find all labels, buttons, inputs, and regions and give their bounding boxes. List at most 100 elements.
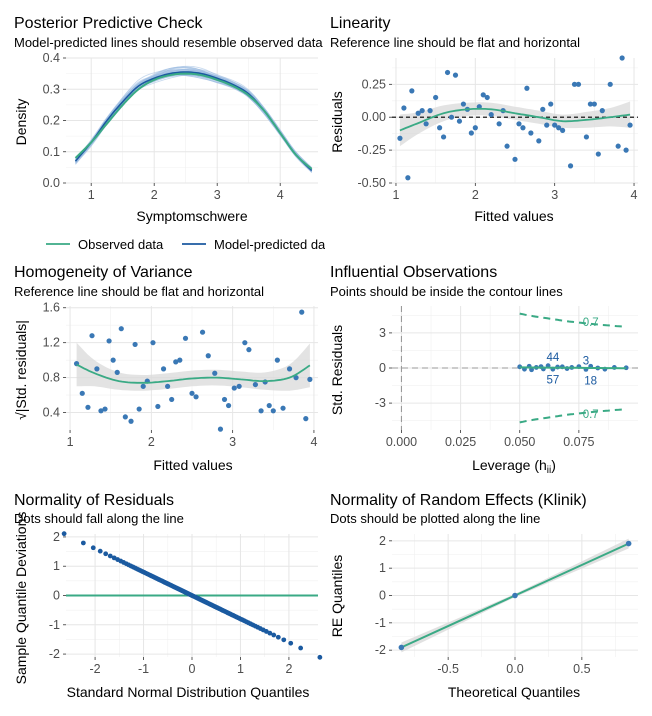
predicted-density-line [75, 71, 313, 172]
legend-label-predicted: Model-predicted data [214, 237, 337, 252]
panel-posterior-predictive-check: Posterior Predictive Check Model-predict… [13, 15, 346, 252]
y-tick-label: 3 [379, 326, 386, 340]
data-point [599, 108, 605, 114]
y-tick-label: -1 [49, 618, 60, 632]
panel-influential-observations: Influential Observations Points should b… [329, 264, 638, 476]
data-point [275, 634, 281, 640]
confidence-band [399, 101, 631, 147]
ppc-subtitle: Model-predicted lines should resemble ob… [14, 35, 346, 50]
data-point [567, 163, 574, 169]
x-tick-label: -1 [138, 662, 149, 676]
upper-contour-label: 0.7 [583, 317, 599, 329]
data-point [540, 106, 546, 112]
data-point [221, 396, 228, 403]
x-tick-label: 2 [151, 188, 158, 202]
y-tick-label: -2 [375, 643, 386, 657]
panel-linearity: Linearity Reference line should be flat … [329, 15, 638, 224]
x-tick-label: 1 [88, 188, 95, 202]
data-point [266, 402, 272, 409]
x-tick-label: 4 [310, 435, 317, 449]
y-tick-label: 0.00 [362, 110, 386, 124]
data-point [544, 122, 550, 128]
random-effects-x-label: Theoretical Quantiles [448, 684, 580, 700]
data-point [252, 381, 259, 388]
smooth-line [519, 366, 627, 370]
predicted-density-line [75, 73, 312, 172]
data-point [106, 338, 112, 344]
x-tick-label: 0.0 [506, 662, 523, 676]
data-point [258, 408, 264, 414]
x-tick-label: 2 [472, 188, 479, 202]
data-point [440, 134, 447, 140]
linearity-y-label: Residuals [329, 91, 345, 152]
data-point [246, 347, 252, 353]
data-point [623, 147, 629, 153]
y-tick-label: -2 [49, 647, 60, 661]
predicted-density-line [75, 73, 313, 173]
data-point [397, 135, 403, 141]
data-point [140, 383, 146, 389]
data-point [293, 375, 299, 381]
normality-residuals-title: Normality of Residuals [14, 492, 174, 509]
data-point [281, 637, 287, 643]
data-point [274, 357, 280, 363]
y-tick-label: 0 [379, 361, 386, 375]
y-tick-label: 0.2 [43, 114, 60, 128]
data-point [165, 383, 171, 389]
data-point [405, 175, 411, 181]
x-tick-label: 3 [551, 188, 558, 202]
panel-homogeneity-of-variance: Homogeneity of Variance Reference line s… [13, 264, 318, 473]
data-point [409, 88, 415, 94]
normality-residuals-points [61, 531, 323, 660]
data-point [205, 353, 211, 359]
data-point [160, 366, 167, 372]
y-tick-label: 1.6 [43, 301, 60, 315]
data-point [286, 366, 293, 372]
data-point [128, 418, 134, 424]
y-tick-label: 1 [53, 559, 60, 573]
panel-normality-random-effects: Normality of Random Effects (Klinik) Dot… [329, 492, 638, 700]
x-tick-label: 0.075 [563, 435, 594, 449]
data-point [528, 130, 534, 136]
data-point [118, 326, 124, 332]
influential-contour-lines: 0.7 0.7 [519, 312, 627, 424]
data-point [122, 414, 128, 420]
normality-residuals-y-label: Sample Quantile Deviations [13, 512, 29, 685]
ppc-gridlines [66, 57, 318, 184]
data-point [591, 101, 597, 107]
x-tick-label: 0.050 [504, 435, 535, 449]
data-point [512, 592, 518, 599]
data-point [480, 92, 486, 98]
predicted-density-line [75, 70, 313, 173]
y-tick-label: 0.25 [362, 77, 386, 91]
panel-normality-of-residuals: Normality of Residuals Dots should fall … [13, 492, 323, 700]
data-point [271, 632, 277, 638]
data-point [193, 394, 199, 400]
point-label: 44 [546, 352, 559, 364]
data-point [212, 370, 218, 376]
x-tick-label: -0.5 [437, 662, 459, 676]
data-point [182, 335, 189, 341]
data-point [504, 143, 510, 149]
data-point [556, 125, 562, 131]
data-point [280, 405, 286, 411]
point-label: 3 [583, 355, 589, 367]
y-tick-label: -0.25 [358, 143, 387, 157]
data-point [303, 416, 309, 422]
homogeneity-x-label: Fitted values [153, 457, 232, 473]
normality-residuals-subtitle: Dots should fall along the line [14, 511, 184, 526]
y-tick-label: 0 [53, 589, 60, 603]
predicted-density-mean-line [74, 71, 313, 172]
data-point [398, 644, 405, 651]
data-point [288, 640, 294, 646]
data-point [456, 118, 463, 124]
ppc-x-label: Symptomschwere [136, 208, 247, 224]
data-point [548, 101, 554, 107]
data-point [94, 366, 100, 372]
data-point [536, 138, 542, 144]
data-point [103, 551, 109, 557]
homogeneity-confidence-band [76, 342, 310, 391]
x-tick-label: 0.000 [386, 435, 417, 449]
predicted-density-line [75, 71, 313, 171]
random-effects-tick-labels: -0.5 0.0 0.5 -2 -1 0 1 2 [375, 534, 591, 676]
